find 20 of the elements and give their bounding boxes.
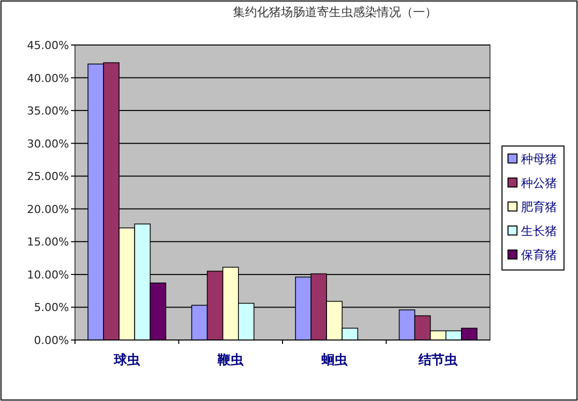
y-tick-label: 40.00% — [27, 72, 69, 85]
y-tick-label: 45.00% — [27, 39, 69, 52]
x-tick-label: 蛔虫 — [320, 352, 348, 368]
y-tick-label: 25.00% — [27, 170, 69, 184]
y-tick-label: 10.00% — [27, 268, 69, 282]
y-tick-label: 15.00% — [27, 236, 69, 249]
x-tick-label: 球虫 — [112, 352, 141, 368]
legend-label: 肥育猪 — [521, 200, 557, 214]
legend-label: 种公猪 — [521, 176, 557, 190]
y-tick-label: 5.00% — [34, 301, 69, 314]
chart-title: 集约化猪场肠道寄生虫感染情况（一） — [233, 5, 437, 19]
legend-label: 种母猪 — [521, 152, 557, 166]
legend-label: 生长猪 — [521, 224, 557, 238]
y-tick-label: 0.00% — [34, 334, 69, 347]
y-tick-label: 35.00% — [27, 104, 69, 118]
x-tick-label: 结节虫 — [418, 353, 459, 368]
legend-label: 保育猪 — [521, 248, 557, 262]
y-tick-label: 30.00% — [27, 137, 69, 150]
y-tick-label: 20.00% — [27, 202, 69, 216]
x-tick-label: 鞭虫 — [216, 353, 245, 368]
